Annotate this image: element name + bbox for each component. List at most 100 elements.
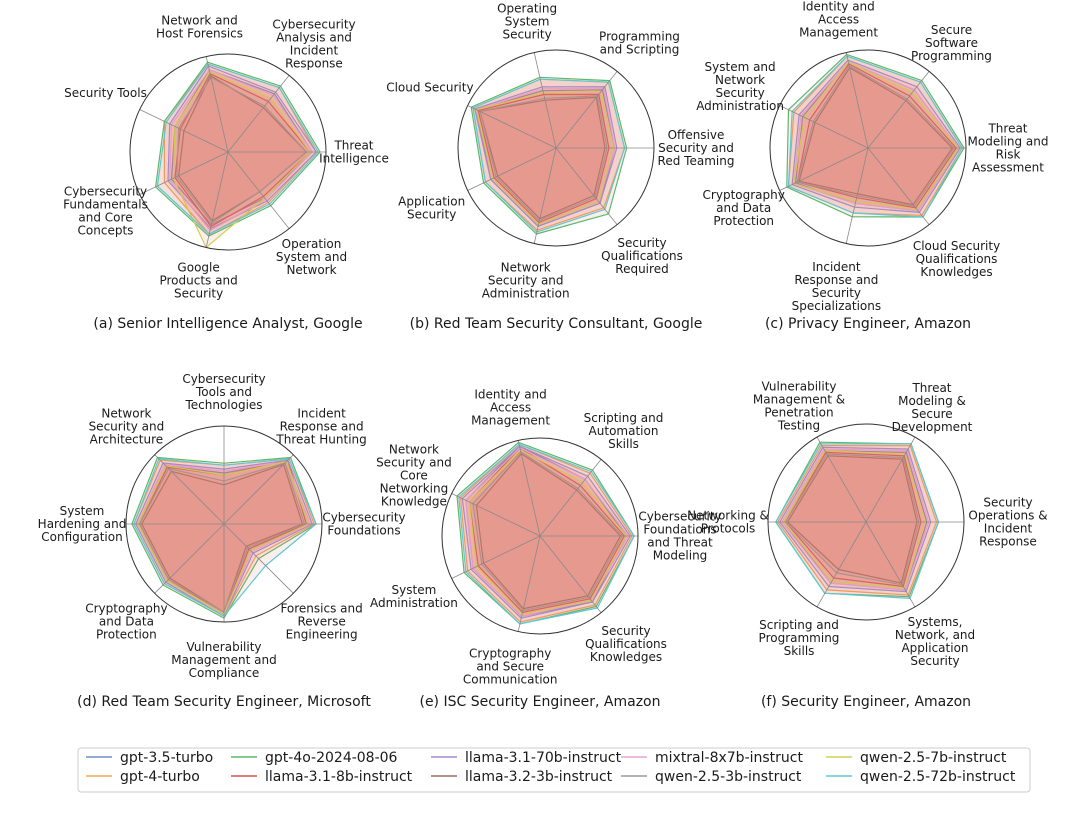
series-polygon-qwen-2.5-72b-instruct [458,443,635,625]
series-polygon-qwen-2.5-3b-instruct [472,451,623,612]
series-polygon-gpt-4-turbo [459,443,633,623]
axis-spoke [867,71,930,149]
legend-label: qwen-2.5-7b-instruct [860,750,1007,766]
axis-spoke [467,105,557,149]
axis-spoke [816,436,867,523]
legend-label: qwen-2.5-72b-instruct [860,769,1016,785]
radar-chart-2: Offensive Security and Red Teaming Programm… [386,1,734,332]
axis-spoke [227,75,290,153]
chart-caption: (a) Senior Intelligence Analyst, Google [93,316,362,332]
axis-label: Operation System and Network [276,237,347,277]
axis-label: Operating System Security [497,1,557,41]
axis-label: Application Security [398,194,465,221]
radar-chart-5: Cybersecurity Foundations and Threat Modeli… [370,387,722,710]
axis-spoke [555,147,618,225]
axis-spoke [517,535,541,632]
outer-ring [457,49,655,247]
radar-chart-4: Cybersecurity Foundations Incident Response… [38,372,406,710]
chart-caption: (c) Privacy Engineer, Amazon [765,316,971,332]
axis-spoke [223,523,294,594]
axis-label: Secure Software Programming [911,23,992,63]
axis-label: Network and Host Forensics [156,14,243,41]
axis-spoke [533,52,557,149]
legend-label: gpt-4o-2024-08-06 [265,750,398,766]
axis-label: Cybersecurity Foundations [322,511,405,538]
legend-label: llama-3.1-70b-instruct [465,750,622,766]
axis-label: Security Qualifications Knowledges [585,624,667,664]
axis-label: Threat Modeling and Risk Assessment [968,122,1049,175]
chart-caption: (e) ISC Security Engineer, Amazon [419,694,660,710]
axis-label: Cybersecurity Fundamentals and Core Concept… [63,185,148,238]
series-polygon-qwen-2.5-72b-instruct [775,443,940,600]
outer-ring [129,53,327,251]
legend-label: gpt-4-turbo [120,769,200,785]
axis-label: System and Network Security Administration [696,60,784,113]
legend-label: llama-3.1-8b-instruct [265,769,413,785]
axis-spoke [816,521,867,608]
axis-spoke [467,147,557,191]
radar-chart-6: Security Operations & Incident Response Thre… [687,380,1048,711]
series-polygon-llama-3.2-3b-instruct [798,67,953,206]
series-polygon-llama-3.2-3b-instruct [479,96,606,220]
series-polygon-llama-3.2-3b-instruct [475,453,622,610]
series-polygon-qwen-2.5-7b-instruct [468,449,627,615]
axis-label: Scripting and Automation Skills [584,411,664,451]
axis-spoke [779,105,869,149]
axis-spoke [555,71,618,149]
series-polygon-qwen-2.5-72b-instruct [133,458,317,617]
legend: gpt-3.5-turbo gpt-4-turbo gpt-4o-2024-08-0… [77,747,1031,793]
axis-spoke [867,147,930,225]
axis-label: Google Products and Security [159,261,237,301]
axis-spoke [154,523,225,594]
axis-spoke [865,521,916,608]
axis-spoke [539,535,602,613]
axis-label: Cloud Security [386,80,473,94]
axis-label: Security Operations & Incident Response [968,496,1047,549]
series-polygon-qwen-2.5-3b-instruct [176,76,307,224]
series-polygon-qwen-2.5-7b-instruct [793,61,959,210]
axis-label: Offensive Security and Red Teaming [658,128,735,168]
legend-frame [77,747,1031,793]
axis-label: System Hardening and Configuration [38,504,127,544]
axis-spoke [517,440,541,537]
series-polygon-gpt-4o-2024-08-06 [456,441,635,625]
series-polygon-llama-3.1-70b-instruct [791,59,961,213]
axis-label: Incident Response and Threat Hunting [275,406,366,446]
series-polygon-qwen-2.5-72b-instruct [156,63,319,235]
axis-spoke [865,436,916,523]
legend-label: mixtral-8x7b-instruct [655,750,803,766]
axis-label: Threat Modeling & Secure Development [892,381,973,434]
axis-label: Identity and Access Management [799,0,878,39]
axis-label: Cybersecurity Analysis and Incident Respons… [272,18,355,71]
axis-spoke [139,109,229,153]
chart-caption: (b) Red Team Security Consultant, Google [410,316,703,332]
outer-ring [441,437,639,635]
axis-spoke [845,52,869,149]
axis-spoke [539,459,602,537]
series-polygon-qwen-2.5-3b-instruct [796,65,955,207]
radar-chart-3: Threat Modeling and Risk Assessment Secure So… [696,0,1048,332]
axis-label: Cloud Security Qualifications Knowledges [913,239,1000,279]
axis-spoke [451,535,541,579]
axis-label: Networking & Protocols [687,509,769,536]
axis-label: Network Security and Administration [482,261,570,301]
series-polygon-qwen-2.5-7b-instruct [475,90,614,225]
legend-label: qwen-2.5-3b-instruct [655,769,802,785]
outer-ring [767,423,965,621]
axis-label: Cryptography and Data Protection [85,602,167,642]
axis-label: System Administration [370,583,458,610]
axis-label: Programming and Scripting [599,30,680,57]
outer-ring [125,425,323,623]
axis-spoke [139,151,229,195]
axis-label: Cryptography and Data Protection [703,188,785,228]
axis-label: Network Security and Architecture [89,406,165,446]
axis-spoke [227,151,290,229]
axis-spoke [845,147,869,244]
series-polygon-qwen-2.5-7b-instruct [172,71,311,249]
axis-spoke [154,454,225,525]
axis-label: Systems, Network, and Application Security [895,615,975,668]
axis-spoke [533,147,557,244]
axis-label: Cybersecurity Tools and Technologies [182,372,265,412]
